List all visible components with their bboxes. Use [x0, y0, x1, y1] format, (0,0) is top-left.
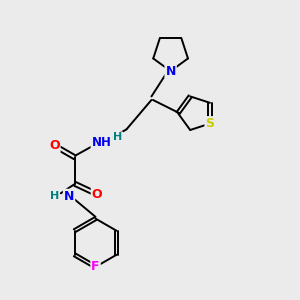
- Text: S: S: [206, 117, 214, 130]
- Text: N: N: [165, 64, 176, 78]
- Text: F: F: [91, 260, 100, 273]
- Text: N: N: [64, 190, 74, 203]
- Text: O: O: [49, 139, 60, 152]
- Text: O: O: [92, 188, 102, 201]
- Text: H: H: [50, 190, 59, 201]
- Text: NH: NH: [92, 136, 111, 149]
- Text: H: H: [113, 132, 122, 142]
